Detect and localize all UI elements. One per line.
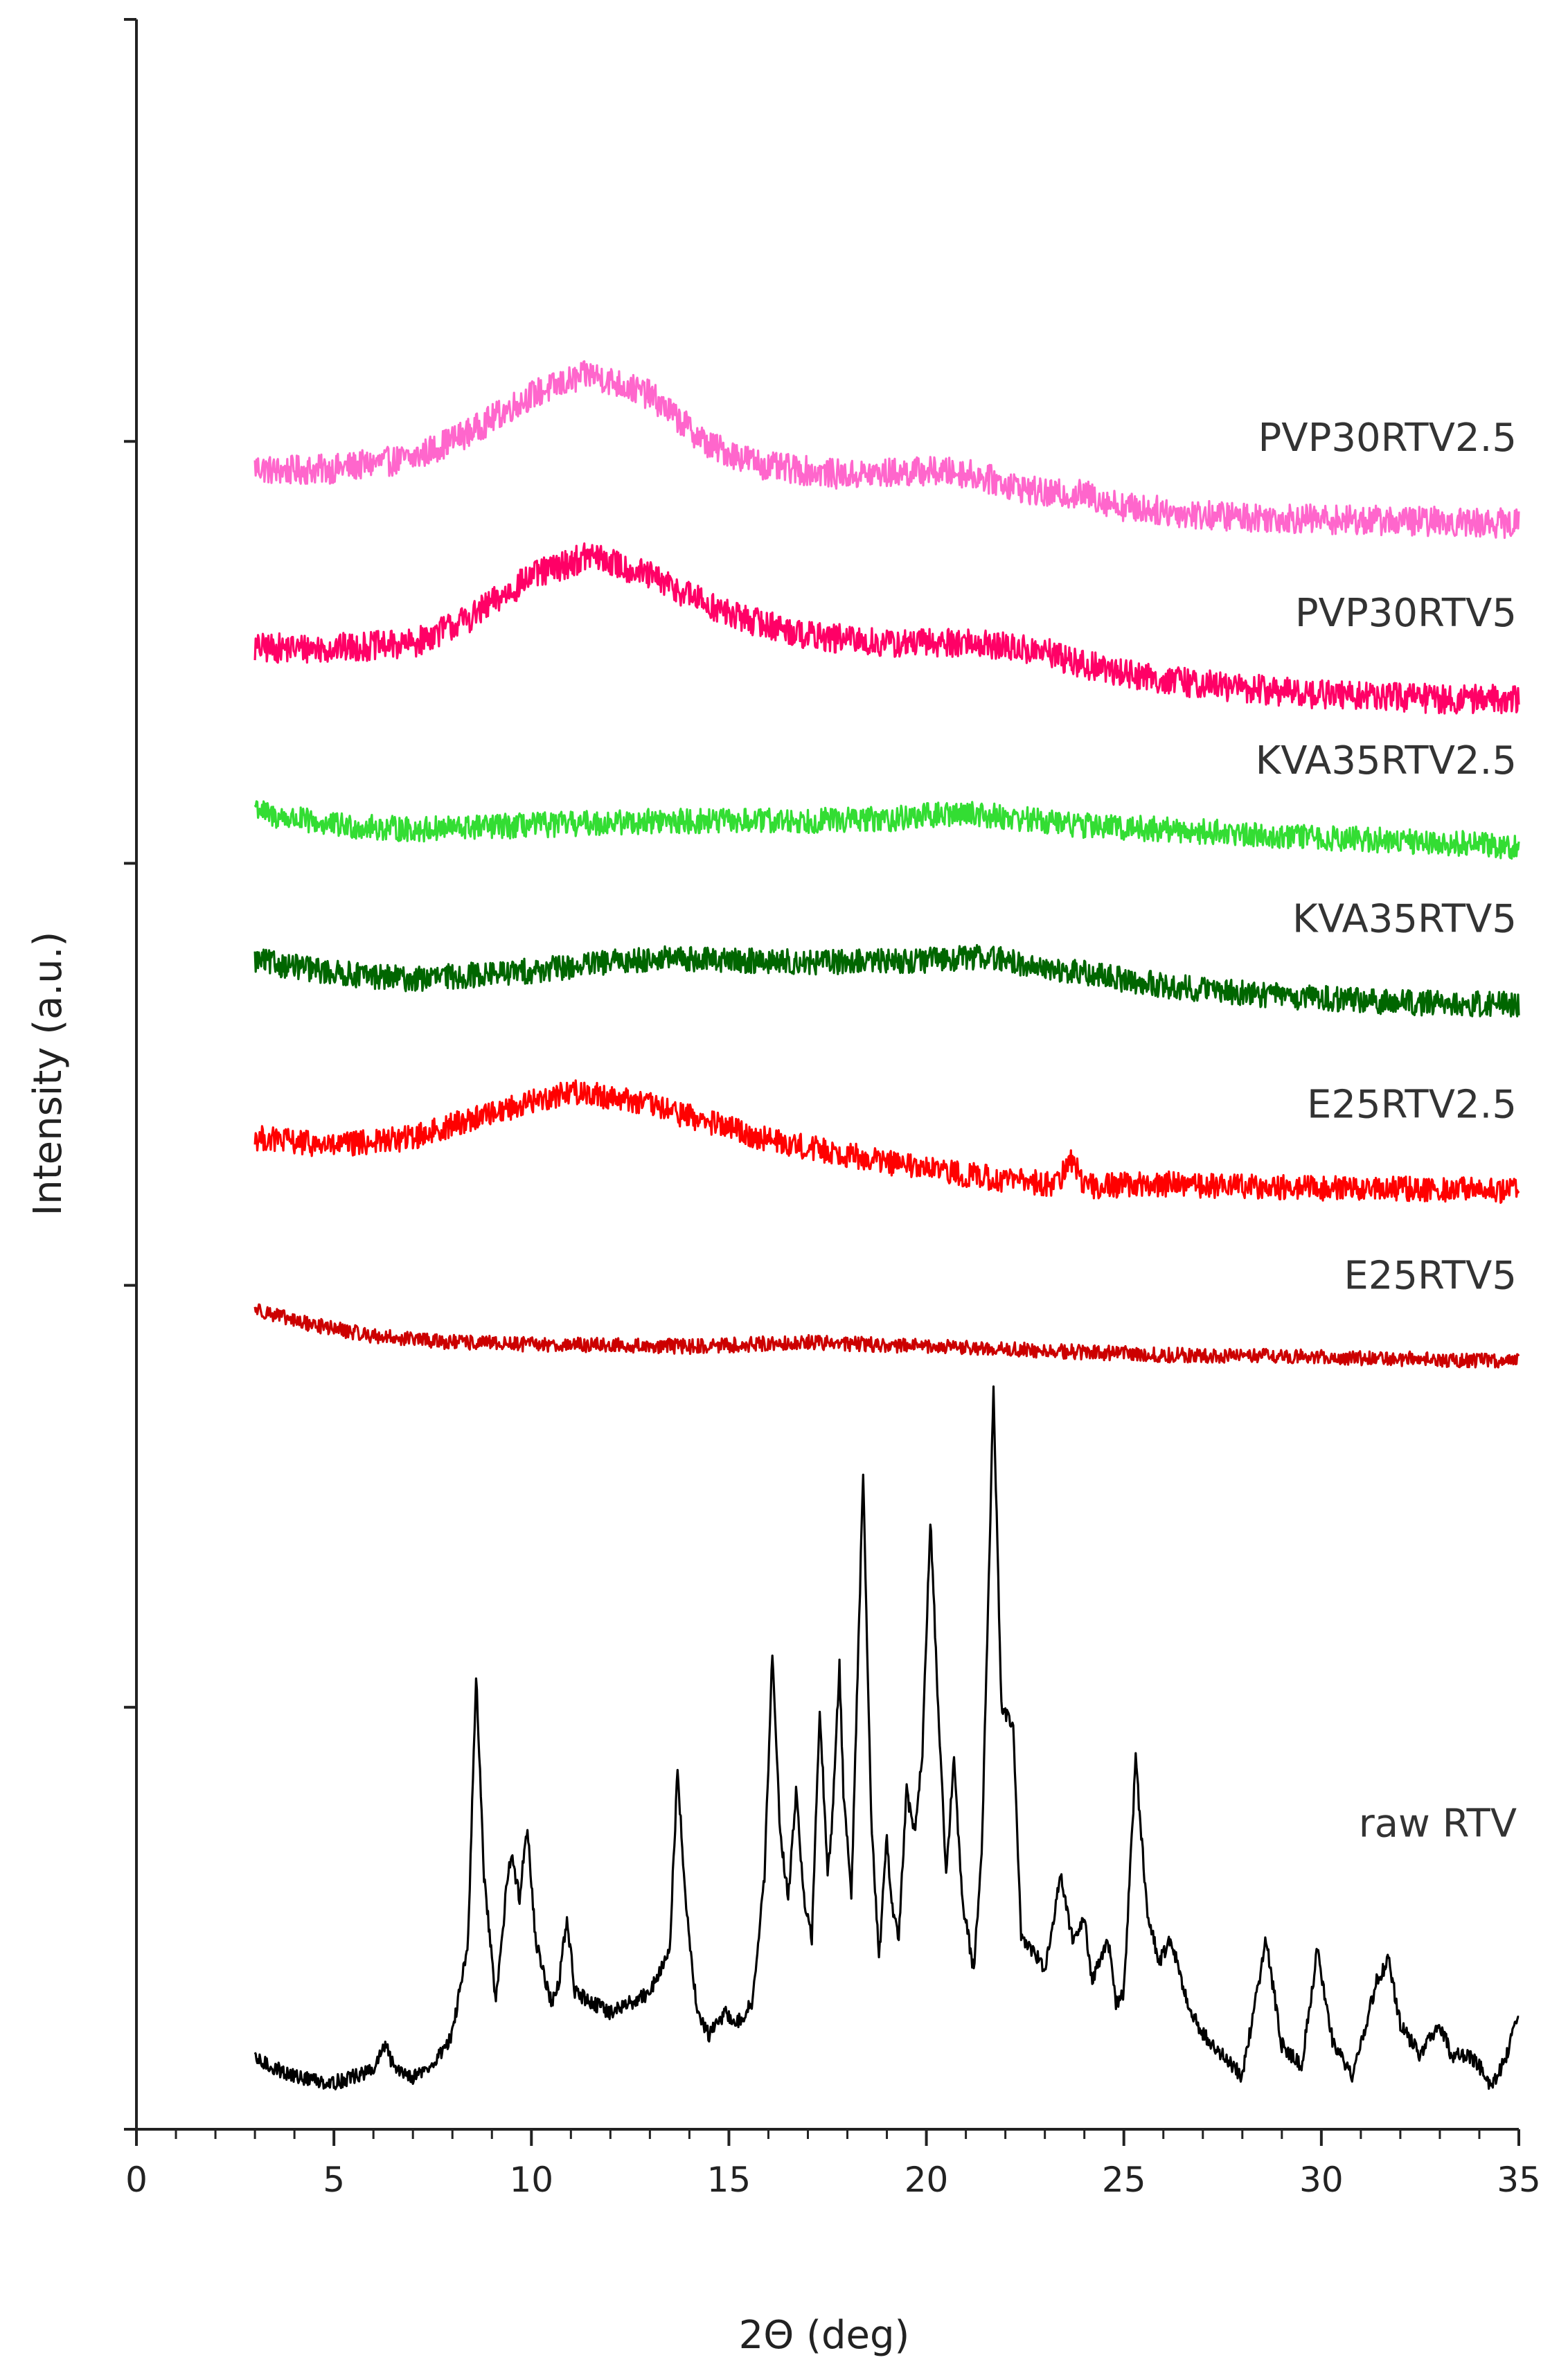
series-label: PVP30RTV5 [1295,591,1517,636]
x-tick-label: 0 [125,2160,148,2200]
series-label: raw RTV [1359,1801,1517,1846]
labels-layer: PVP30RTV2.5 PVP30RTV5 KVA35RTV2.5 KVA35RTV5… [1256,416,1517,1846]
x-tick-label: 35 [1497,2160,1541,2200]
x-tick-label: 20 [905,2160,949,2200]
x-tick-label: 25 [1102,2160,1146,2200]
axes: 0 5 10 15 20 25 30 35 [124,18,1541,2200]
series-line-pvp30rtv2-5 [253,360,1520,540]
series-line-pvp30rtv5 [253,542,1520,715]
series-label: E25RTV2.5 [1307,1083,1517,1128]
x-tick-label: 5 [323,2160,345,2200]
series-line-raw-rtv [253,1385,1520,2090]
x-axis-title: 2Θ (deg) [739,2313,910,2358]
series-line-e25rtv5 [253,1303,1520,1369]
x-tick-label: 30 [1299,2160,1344,2200]
series-line-kva35rtv5 [253,943,1520,1018]
series-label: KVA35RTV2.5 [1256,738,1517,783]
series-label: E25RTV5 [1344,1253,1517,1298]
series-line-e25rtv2-5 [253,1079,1520,1204]
series-label: KVA35RTV5 [1292,896,1517,941]
series-label: PVP30RTV2.5 [1258,416,1517,461]
series-layer [253,360,1520,2090]
y-axis-title: Intensity (a.u.) [26,932,71,1216]
x-tick-label: 15 [707,2160,751,2200]
x-tick-label: 10 [509,2160,553,2200]
series-line-kva35rtv2-5 [253,800,1520,860]
